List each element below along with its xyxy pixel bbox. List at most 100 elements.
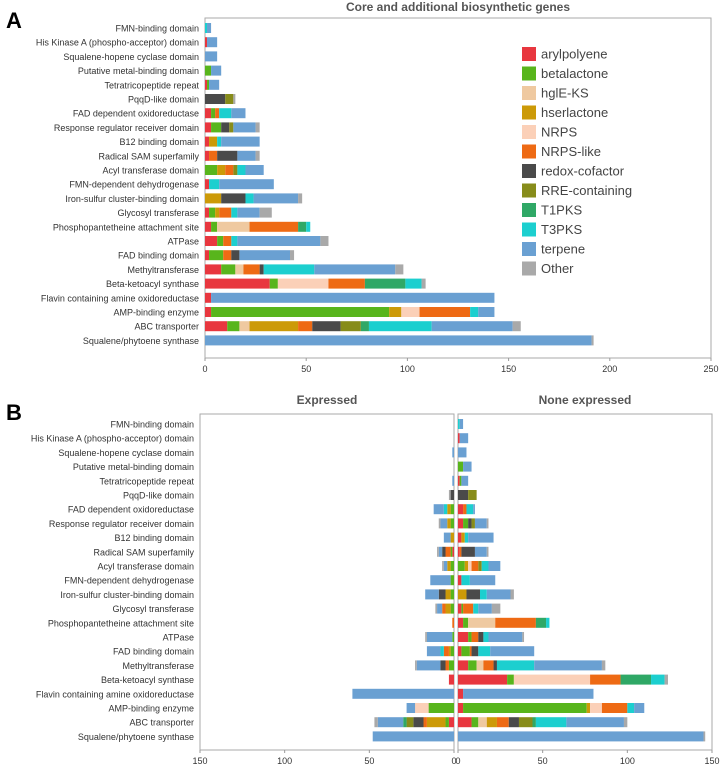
bar-fad-binding-domain-hserlactone: [448, 646, 451, 657]
panel-a-title: Core and additional biosynthetic genes: [346, 0, 570, 14]
bar-amp-binding-enzyme-hserlactone: [389, 307, 402, 317]
bar-putative-metal-binding-domain-terpene: [211, 65, 222, 76]
bar-iron-sulfur-cluster-binding-domain-redox-cofactor: [438, 589, 446, 600]
bar-methyltransferase-arylpolyene: [458, 660, 469, 671]
bar-fad-binding-domain-terpene: [426, 646, 441, 657]
bar-abc-transporter-other: [374, 717, 378, 728]
category-label-phosphopantetheine-attachment-site: Phosphopantetheine attachment site: [48, 618, 194, 628]
bar-beta-ketoacyl-synthase-other: [664, 674, 668, 685]
bar-methyltransferase-hgle-ks: [476, 660, 484, 671]
bar-amp-binding-enzyme-nrps: [590, 703, 602, 713]
bar-pqqd-like-domain-redox-cofactor: [450, 490, 454, 500]
bar-atpase-redox-cofactor: [478, 632, 484, 642]
category-label-acyl-transferase-domain: Acyl transferase domain: [97, 562, 194, 572]
bar-iron-sulfur-cluster-binding-domain-hserlactone: [458, 589, 467, 600]
bar-response-regulator-receiver-domain-betalactone: [463, 518, 469, 529]
bar-pqqd-like-domain-rre-containing: [225, 94, 234, 104]
bar-fmn-binding-domain-terpene: [459, 419, 464, 429]
bar-abc-transporter-redox-cofactor: [508, 717, 519, 728]
bar-fad-dependent-oxidoreductase-terpene: [473, 504, 475, 515]
category-label-b12-binding-domain: B12 binding domain: [114, 533, 194, 543]
category-label-tetratricopeptide-repeat: Tetratricopeptide repeat: [104, 80, 199, 90]
bar-methyltransferase-nrps-like: [483, 660, 494, 671]
bar-b12-binding-domain-terpene: [443, 532, 451, 543]
bar-response-regulator-receiver-domain-other: [486, 518, 489, 529]
bar-methyltransferase-betalactone: [468, 660, 477, 671]
bar-beta-ketoacyl-synthase-nrps: [513, 674, 591, 685]
bar-flavin-containing-amine-oxidoreductase-terpene: [211, 292, 495, 303]
bar-radical-sam-superfamily-terpene: [237, 150, 256, 161]
category-label-response-regulator-receiver-domain: Response regulator receiver domain: [54, 123, 199, 133]
bar-atpase-terpene: [426, 632, 453, 642]
bar-abc-transporter-nrps-like: [423, 717, 427, 728]
bar-fad-binding-domain-nrps-like: [469, 646, 472, 657]
category-label-flavin-containing-amine-oxidoreductase: Flavin containing amine oxidoreductase: [36, 689, 194, 699]
bar-acyl-transferase-domain-terpene: [245, 165, 264, 175]
category-label-fmn-binding-domain: FMN-binding domain: [115, 24, 199, 34]
bar-abc-transporter-terpene: [377, 717, 404, 728]
bar-amp-binding-enzyme-t3pks: [470, 307, 479, 317]
bar-beta-ketoacyl-synthase-t3pks: [651, 674, 665, 685]
bar-acyl-transferase-domain-nrps-like: [471, 561, 479, 571]
bar-fad-dependent-oxidoreductase-terpene: [231, 108, 246, 119]
category-label-glycosyl-transferase: Glycosyl transferase: [112, 604, 194, 614]
bar-acyl-transferase-domain-betalactone: [205, 165, 218, 175]
bar-atpase-t3pks: [231, 236, 238, 246]
bar-acyl-transferase-domain-rre-containing: [233, 165, 238, 175]
bar-phosphopantetheine-attachment-site-arylpolyene: [205, 221, 212, 232]
bar-putative-metal-binding-domain-betalactone: [458, 461, 464, 472]
bar-response-regulator-receiver-domain-hserlactone: [447, 518, 451, 529]
bar-acyl-transferase-domain-hserlactone: [464, 561, 469, 571]
bar-fad-binding-domain-arylpolyene: [205, 250, 210, 261]
bar-phosphopantetheine-attachment-site-t1pks: [535, 617, 547, 628]
bar-fad-binding-domain-arylpolyene: [458, 646, 462, 657]
bar-radical-sam-superfamily-arylpolyene: [452, 546, 454, 557]
legend-swatch-t1pks: [522, 203, 536, 217]
bar-atpase-betalactone: [468, 632, 472, 642]
bar-amp-binding-enzyme-nrps: [401, 307, 420, 317]
bar-amp-binding-enzyme-arylpolyene: [205, 307, 212, 317]
bar-abc-transporter-terpene: [566, 717, 624, 728]
bar-fad-binding-domain-t3pks: [478, 646, 491, 657]
bar-pqqd-like-domain-rre-containing: [468, 490, 477, 500]
category-label-putative-metal-binding-domain: Putative metal-binding domain: [78, 66, 199, 76]
category-label-squalene-phytoene-synthase: Squalene/phytoene synthase: [78, 732, 194, 742]
bar-methyltransferase-betalactone: [448, 660, 454, 671]
bar-abc-transporter-betalactone: [471, 717, 479, 728]
x-tick-label-100: 100: [277, 756, 292, 766]
bar-acyl-transferase-domain-betalactone: [450, 561, 454, 571]
bar-response-regulator-receiver-domain-terpene: [233, 122, 256, 133]
bar-iron-sulfur-cluster-binding-domain-other: [298, 193, 303, 204]
bar-radical-sam-superfamily-other: [437, 546, 439, 557]
bar-glycosyl-transferase-betalactone: [461, 603, 464, 614]
bar-b12-binding-domain-terpene: [468, 532, 494, 543]
bar-radical-sam-superfamily-redox-cofactor: [461, 546, 475, 557]
bar-iron-sulfur-cluster-binding-domain-other: [510, 589, 514, 600]
bar-fmn-dependent-dehydrogenase-t3pks: [461, 575, 470, 586]
bar-atpase-arylpolyene: [458, 632, 469, 642]
bar-beta-ketoacyl-synthase-arylpolyene: [448, 674, 454, 685]
bar-iron-sulfur-cluster-binding-domain-hserlactone: [445, 589, 451, 600]
bar-phosphopantetheine-attachment-site-nrps-like: [495, 617, 536, 628]
bar-methyltransferase-arylpolyene: [205, 264, 222, 275]
bar-phosphopantetheine-attachment-site-hgle-ks: [217, 221, 250, 232]
bar-abc-transporter-arylpolyene: [205, 321, 228, 332]
category-label-beta-ketoacyl-synthase: Beta-ketoacyl synthase: [106, 279, 199, 289]
bar-his-kinase-a-phospho-acceptor-domain-arylpolyene: [205, 37, 208, 48]
bar-glycosyl-transferase-betalactone: [450, 603, 454, 614]
bar-methyltransferase-hgle-ks: [235, 264, 244, 275]
bar-abc-transporter-hserlactone: [249, 321, 299, 332]
panel-b-category-labels: FMN-binding domain His Kinase A (phospho-…: [31, 420, 195, 742]
bar-amp-binding-enzyme-hserlactone: [586, 703, 591, 713]
bar-radical-sam-superfamily-nrps-like: [209, 150, 218, 161]
category-label-methyltransferase: Methyltransferase: [122, 661, 194, 671]
bar-fmn-dependent-dehydrogenase-terpene: [219, 179, 274, 190]
x-tick-label-150: 150: [501, 364, 516, 374]
bar-fmn-binding-domain-t3pks: [205, 23, 208, 33]
bar-abc-transporter-betalactone: [445, 717, 449, 728]
bar-methyltransferase-terpene: [534, 660, 602, 671]
bar-abc-transporter-hserlactone: [426, 717, 446, 728]
panel-b-label: B: [6, 400, 22, 425]
x-tick-label-150: 150: [704, 756, 719, 766]
